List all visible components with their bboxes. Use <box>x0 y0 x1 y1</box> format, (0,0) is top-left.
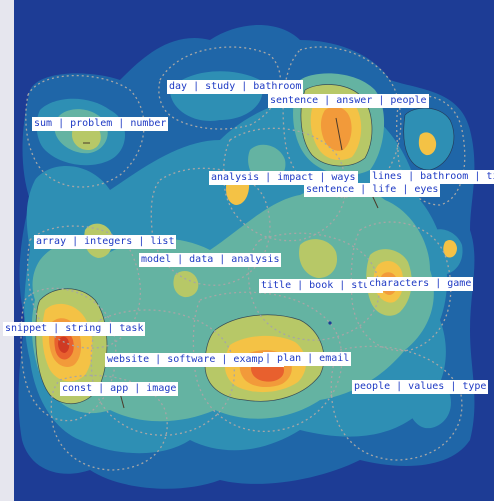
label-model-data-analysis: model | data | analysis <box>139 253 282 267</box>
centroid-tick <box>371 194 379 209</box>
label-const-app-image: const | app | image <box>60 382 179 396</box>
label-sum-problem-number: sum | problem | number <box>32 117 169 131</box>
label-title-book-study: title | book | study <box>259 279 384 293</box>
label-characters-game: characters | game <box>367 277 474 291</box>
label-website-software-examples: website | software | examples <box>105 353 284 367</box>
left-margin <box>0 0 14 501</box>
label-analysis-impact-ways: analysis | impact | ways <box>209 171 358 185</box>
label-array-integers-list: array | integers | list <box>34 235 177 249</box>
label-day-study-bathroom: day | study | bathroom <box>167 80 304 94</box>
centroid-dot <box>328 321 332 325</box>
label-snippet-string-task: snippet | string | task <box>3 322 146 336</box>
label-sentence-life-eyes: sentence | life | eyes <box>304 183 441 197</box>
label-people-values-type: people | values | type <box>352 380 489 394</box>
label-lines-bathroom-time: lines | bathroom | time <box>370 170 494 184</box>
label-plan-email: | plan | email <box>263 352 352 366</box>
label-sentence-answer-people: sentence | answer | people <box>268 94 429 108</box>
contour-level-8 <box>58 336 70 353</box>
centroid-tick <box>335 117 343 151</box>
